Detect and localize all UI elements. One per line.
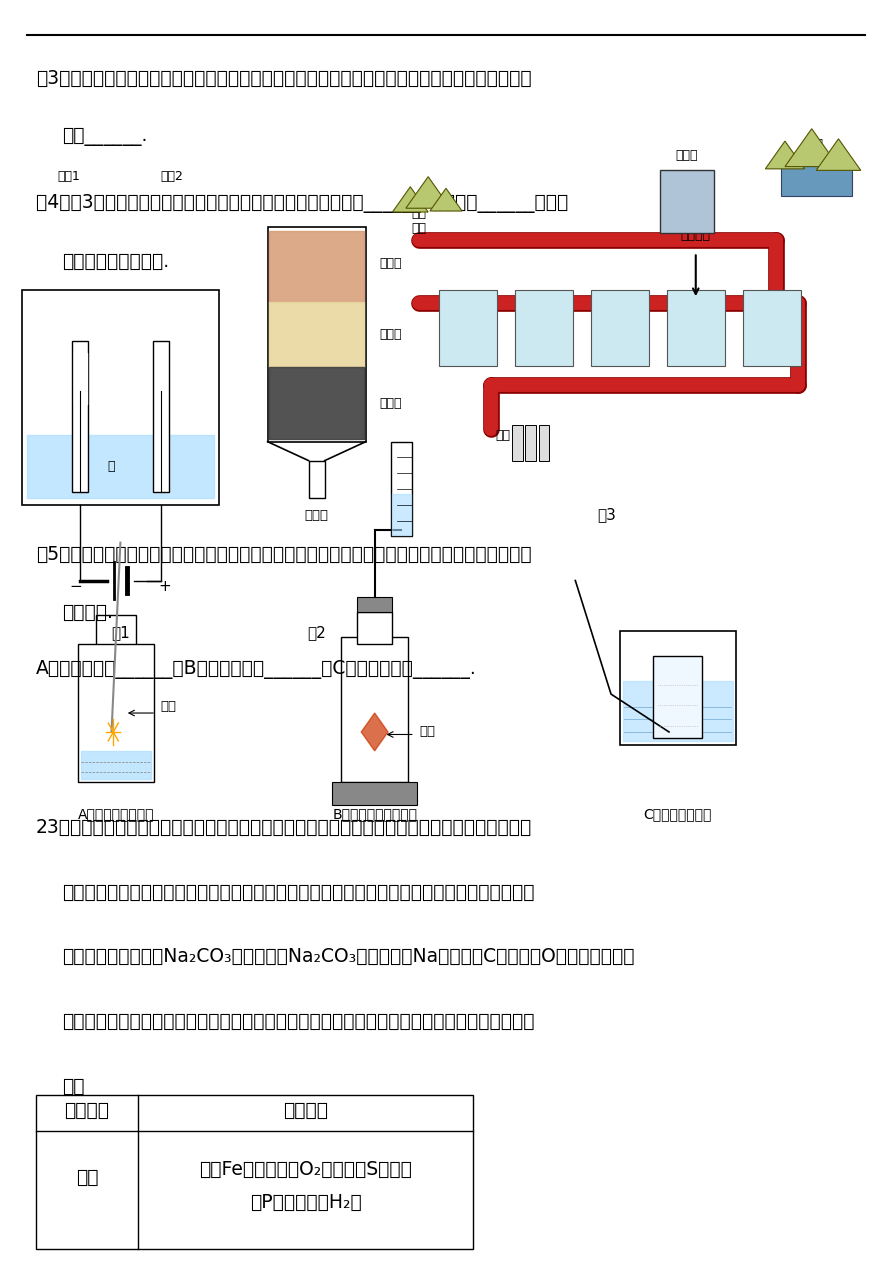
- Text: 图1: 图1: [111, 625, 130, 640]
- Text: 得自来水是否为硬水.: 得自来水是否为硬水.: [62, 251, 169, 270]
- Text: 水库: 水库: [809, 139, 823, 151]
- Text: A铁丝在氧气中燃烧: A铁丝在氧气中燃烧: [78, 808, 154, 822]
- Text: 石英砂: 石英砂: [379, 328, 401, 341]
- Bar: [22, 290, 219, 505]
- Bar: [512, 425, 523, 461]
- Bar: [620, 631, 736, 745]
- Polygon shape: [392, 187, 428, 212]
- Text: （5）小刚发现一些化学实验常在容器中放少量的水，但作用各不相同，试回答下列实验指定容器中: （5）小刚发现一些化学实验常在容器中放少量的水，但作用各不相同，试回答下列实验指…: [36, 545, 532, 564]
- Polygon shape: [765, 141, 805, 169]
- Bar: [660, 170, 714, 233]
- Text: 是由元素组成的．用化学名称来表示纯净物有许多繁端，化学上通常用化学式来表示纯净物．例: 是由元素组成的．用化学名称来表示纯净物有许多繁端，化学上通常用化学式来表示纯净物…: [62, 882, 535, 901]
- Text: 图3: 图3: [597, 507, 616, 522]
- Bar: [667, 290, 724, 366]
- Bar: [440, 290, 498, 366]
- Polygon shape: [430, 188, 462, 211]
- Bar: [591, 290, 648, 366]
- Bar: [742, 290, 801, 366]
- Text: 膨松棉: 膨松棉: [305, 509, 328, 521]
- Text: 配水泵: 配水泵: [761, 318, 782, 331]
- Text: 法是______.: 法是______.: [62, 127, 148, 146]
- Text: 试管2: 试管2: [161, 170, 184, 183]
- Polygon shape: [406, 177, 450, 208]
- Bar: [357, 597, 392, 612]
- Text: 加絮
凝剂: 加絮 凝剂: [412, 207, 426, 235]
- Text: 取水口: 取水口: [675, 149, 698, 162]
- Bar: [78, 644, 154, 782]
- Text: 23．我们知道物质按物质种类区分，可以把物质分为纯净物和混合物．纯净物都有固定的组成，都: 23．我们知道物质按物质种类区分，可以把物质分为纯净物和混合物．纯净物都有固定的…: [36, 818, 532, 837]
- Bar: [332, 782, 417, 805]
- Text: 单质: 单质: [76, 1167, 98, 1188]
- Bar: [391, 442, 412, 536]
- Text: 用户: 用户: [495, 429, 510, 442]
- Text: （3）天然水中含有许多杂质，可利用吸附、沉淀、过滤和蒸馏等方法净化，其中净化程度最高的方: （3）天然水中含有许多杂质，可利用吸附、沉淀、过滤和蒸馏等方法净化，其中净化程度…: [36, 69, 532, 88]
- Text: B测定空气中氧气含量: B测定空气中氧气含量: [332, 808, 417, 822]
- Bar: [516, 290, 573, 366]
- Bar: [96, 615, 136, 650]
- Text: 如碳酸钠的化学式为Na₂CO₃；碳酸钠（Na₂CO₃）是由钠（Na）、碳（C）、氧（O）三种元素组成: 如碳酸钠的化学式为Na₂CO₃；碳酸钠（Na₂CO₃）是由钠（Na）、碳（C）、…: [62, 948, 635, 967]
- Text: 物质举例: 物质举例: [283, 1100, 328, 1121]
- Bar: [539, 425, 549, 461]
- Text: 投药消毒: 投药消毒: [681, 230, 711, 242]
- Text: 图2: 图2: [307, 625, 326, 640]
- Text: 水: 水: [108, 461, 115, 473]
- Bar: [653, 656, 703, 738]
- Text: （4）图3是自来水厂的净水过程示意图，其中活性炭池的作用是______. 某同学用______检验所: （4）图3是自来水厂的净水过程示意图，其中活性炭池的作用是______. 某同学…: [36, 194, 568, 213]
- Text: 试管1: 试管1: [57, 170, 80, 183]
- Text: 过滤池: 过滤池: [533, 318, 555, 331]
- Bar: [525, 425, 536, 461]
- Bar: [153, 341, 169, 492]
- Text: 铁（Fe）、氧气（O₂）、硫（S）、磷: 铁（Fe）、氧气（O₂）、硫（S）、磷: [199, 1160, 412, 1180]
- Text: 清水池: 清水池: [685, 318, 706, 331]
- Polygon shape: [361, 713, 388, 751]
- Bar: [72, 341, 88, 492]
- Text: C排水法收集气体: C排水法收集气体: [644, 808, 712, 822]
- Bar: [341, 637, 409, 782]
- Text: −: −: [70, 579, 82, 594]
- Text: 反应沉
淀池: 反应沉 淀池: [458, 310, 479, 338]
- Text: 水的作用.: 水的作用.: [62, 603, 113, 622]
- Text: 红磷: 红磷: [419, 726, 435, 738]
- Polygon shape: [785, 129, 838, 167]
- Text: 铁丝: 铁丝: [161, 700, 177, 713]
- Bar: [268, 227, 366, 442]
- Bar: [36, 1095, 473, 1249]
- Text: 小卵石: 小卵石: [379, 257, 401, 270]
- Text: 活性炭: 活性炭: [379, 396, 401, 410]
- Bar: [357, 612, 392, 644]
- Text: 的．纯净物根据元素种类不同，可把纯净物分为单质和化合物．下表中举出了一些物质和物质类: 的．纯净物根据元素种类不同，可把纯净物分为单质和化合物．下表中举出了一些物质和物…: [62, 1012, 535, 1031]
- Text: 别．: 别．: [62, 1076, 85, 1095]
- Text: （P）、氢气（H₂）: （P）、氢气（H₂）: [250, 1193, 361, 1213]
- Text: 物质类别: 物质类别: [64, 1100, 110, 1121]
- Text: A集气瓶中的水______；B集气瓶中的水______；C集气瓶中的水______.: A集气瓶中的水______；B集气瓶中的水______；C集气瓶中的水_____…: [36, 660, 476, 679]
- Bar: [780, 164, 852, 196]
- Bar: [309, 461, 325, 498]
- Polygon shape: [816, 139, 861, 170]
- Text: +: +: [159, 579, 171, 594]
- Text: 活性炭
吸附池: 活性炭 吸附池: [609, 310, 631, 338]
